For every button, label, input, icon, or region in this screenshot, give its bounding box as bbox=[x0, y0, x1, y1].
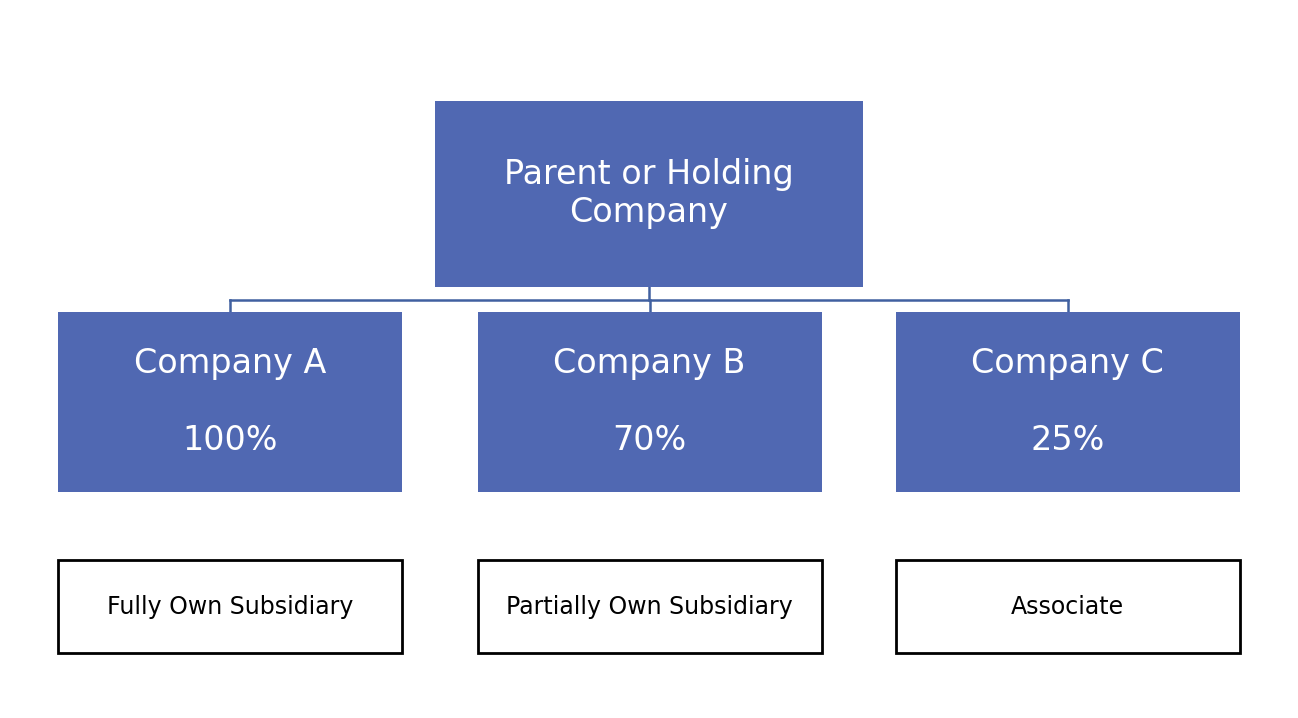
Text: Fully Own Subsidiary: Fully Own Subsidiary bbox=[108, 595, 353, 619]
FancyBboxPatch shape bbox=[435, 101, 863, 287]
Text: Partially Own Subsidiary: Partially Own Subsidiary bbox=[506, 595, 793, 619]
FancyBboxPatch shape bbox=[896, 560, 1240, 653]
FancyBboxPatch shape bbox=[58, 560, 402, 653]
Text: Company A

100%: Company A 100% bbox=[134, 348, 327, 457]
FancyBboxPatch shape bbox=[478, 312, 822, 492]
FancyBboxPatch shape bbox=[896, 312, 1240, 492]
Text: Associate: Associate bbox=[1011, 595, 1124, 619]
Text: Company C

25%: Company C 25% bbox=[971, 348, 1164, 457]
FancyBboxPatch shape bbox=[478, 560, 822, 653]
Text: Company B

70%: Company B 70% bbox=[553, 348, 746, 457]
FancyBboxPatch shape bbox=[58, 312, 402, 492]
Text: Parent or Holding
Company: Parent or Holding Company bbox=[504, 158, 794, 230]
